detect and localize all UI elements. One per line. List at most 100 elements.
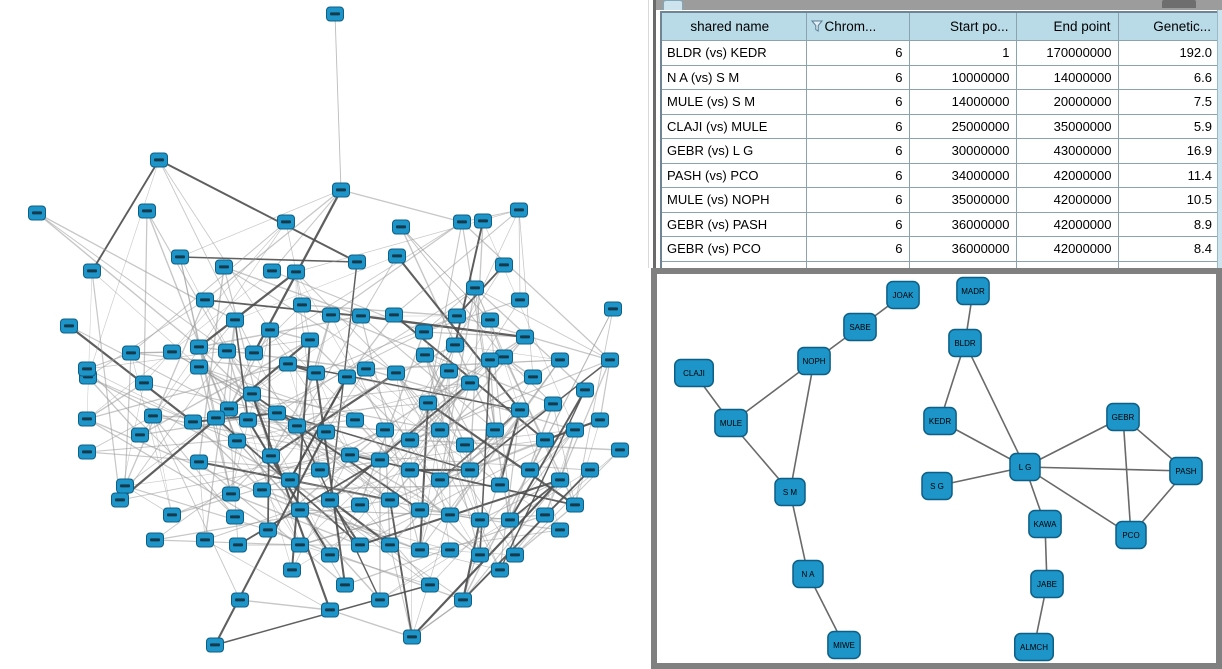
cell-shared-name[interactable]: CLAJI (vs) MULE (660, 113, 807, 139)
large-network-canvas[interactable] (0, 0, 650, 669)
network-node[interactable] (78, 411, 96, 427)
filter-funnel-icon[interactable] (810, 20, 823, 33)
network-node[interactable] (416, 347, 434, 363)
network-node-madr[interactable]: MADR (956, 276, 990, 306)
network-node[interactable] (544, 396, 562, 412)
cell-value[interactable]: 6 (805, 162, 910, 188)
cell-value[interactable]: 34000000 (908, 162, 1017, 188)
cell-shared-name[interactable]: PASH (vs) PCO (660, 162, 807, 188)
column-header-chrom[interactable]: Chrom... (805, 11, 910, 41)
cell-value[interactable]: 6 (805, 40, 910, 66)
network-node[interactable] (566, 497, 584, 513)
cell-value[interactable]: 42000000 (1015, 162, 1119, 188)
strip-tab-light[interactable] (663, 0, 683, 10)
network-node[interactable] (338, 369, 356, 385)
network-node[interactable] (461, 462, 479, 478)
cell-value[interactable]: 5.9 (1117, 113, 1220, 139)
network-node[interactable] (601, 352, 619, 368)
network-node[interactable] (184, 414, 202, 430)
column-header-genetic[interactable]: Genetic... (1117, 11, 1220, 41)
table-row[interactable]: GEBR (vs) L G 6 30000000 43000000 16.9 (660, 138, 1220, 164)
network-node[interactable] (521, 462, 539, 478)
network-node[interactable] (206, 637, 224, 653)
network-node[interactable] (385, 307, 403, 323)
network-node[interactable] (454, 592, 472, 608)
cell-value[interactable]: 10000000 (908, 64, 1017, 90)
cell-value[interactable]: 42000000 (1015, 187, 1119, 213)
network-node[interactable] (551, 472, 569, 488)
cell-value[interactable]: 7.5 (1117, 89, 1220, 115)
network-node-l-g[interactable]: L G (1009, 452, 1041, 482)
network-node[interactable] (291, 537, 309, 553)
network-node[interactable] (441, 507, 459, 523)
network-node[interactable] (146, 532, 164, 548)
network-node[interactable] (322, 307, 340, 323)
network-node-sabe[interactable]: SABE (843, 312, 877, 342)
network-node-claji[interactable]: CLAJI (674, 358, 714, 388)
network-node[interactable] (228, 433, 246, 449)
network-node[interactable] (144, 408, 162, 424)
network-node[interactable] (307, 365, 325, 381)
cell-value[interactable]: 8.9 (1117, 211, 1220, 237)
network-node[interactable] (446, 337, 464, 353)
network-node[interactable] (122, 345, 140, 361)
cell-value[interactable]: 36000000 (908, 236, 1017, 262)
network-node[interactable] (511, 402, 529, 418)
cell-value[interactable]: 30000000 (908, 138, 1017, 164)
network-node[interactable] (392, 219, 410, 235)
network-node-kawa[interactable]: KAWA (1028, 509, 1062, 539)
network-node-mule[interactable]: MULE (714, 408, 748, 438)
network-node[interactable] (281, 472, 299, 488)
network-node[interactable] (506, 547, 524, 563)
network-node[interactable] (456, 437, 474, 453)
network-node[interactable] (551, 522, 569, 538)
network-node[interactable] (190, 454, 208, 470)
network-node[interactable] (326, 6, 344, 22)
cell-value[interactable]: 14000000 (1015, 64, 1119, 90)
network-node[interactable] (341, 447, 359, 463)
network-node[interactable] (321, 492, 339, 508)
network-node[interactable] (111, 492, 129, 508)
panel-divider[interactable] (653, 0, 656, 268)
network-node[interactable] (576, 382, 594, 398)
network-node[interactable] (190, 339, 208, 355)
network-node[interactable] (448, 308, 466, 324)
cell-value[interactable]: 36000000 (908, 211, 1017, 237)
network-node[interactable] (566, 422, 584, 438)
cell-value[interactable]: 10.5 (1117, 187, 1220, 213)
table-row[interactable]: CLAJI (vs) MULE 6 25000000 35000000 5.9 (660, 113, 1220, 139)
cell-shared-name[interactable]: MULE (vs) NOPH (660, 187, 807, 213)
network-node[interactable] (163, 507, 181, 523)
network-node[interactable] (381, 537, 399, 553)
table-row[interactable]: PASH (vs) PCO 6 34000000 42000000 11.4 (660, 162, 1220, 188)
network-node[interactable] (231, 592, 249, 608)
network-node[interactable] (387, 365, 405, 381)
network-node[interactable] (536, 432, 554, 448)
network-node[interactable] (461, 375, 479, 391)
network-node-kedr[interactable]: KEDR (923, 406, 957, 436)
network-node-bldr[interactable]: BLDR (948, 328, 982, 358)
cell-shared-name[interactable]: GEBR (vs) PASH (660, 211, 807, 237)
network-node-s-g[interactable]: S G (921, 471, 953, 501)
network-node-pash[interactable]: PASH (1169, 456, 1203, 486)
cell-shared-name[interactable]: MULE (vs) S M (660, 89, 807, 115)
cell-value[interactable]: 42000000 (1015, 236, 1119, 262)
cell-value[interactable]: 192.0 (1117, 40, 1220, 66)
cell-value[interactable]: 14000000 (908, 89, 1017, 115)
network-node[interactable] (116, 478, 134, 494)
cell-value[interactable]: 6 (805, 236, 910, 262)
network-node[interactable] (332, 182, 350, 198)
network-node[interactable] (376, 422, 394, 438)
network-node[interactable] (263, 263, 281, 279)
cell-shared-name[interactable]: N A (vs) S M (660, 64, 807, 90)
network-node[interactable] (131, 427, 149, 443)
network-node[interactable] (60, 318, 78, 334)
network-node[interactable] (138, 203, 156, 219)
filtered-network-canvas[interactable]: JOAK SABE NOPH CLAJI MULE S M N A MIWE MADR BLDR K… (657, 274, 1216, 663)
network-node[interactable] (403, 629, 421, 645)
table-row[interactable]: N A (vs) S M 6 10000000 14000000 6.6 (660, 64, 1220, 90)
cell-value[interactable]: 6.6 (1117, 64, 1220, 90)
table-row[interactable]: GEBR (vs) PASH 6 36000000 42000000 8.9 (660, 211, 1220, 237)
network-node[interactable] (171, 249, 189, 265)
table-row[interactable]: GEBR (vs) PCO 6 36000000 42000000 8.4 (660, 236, 1220, 262)
